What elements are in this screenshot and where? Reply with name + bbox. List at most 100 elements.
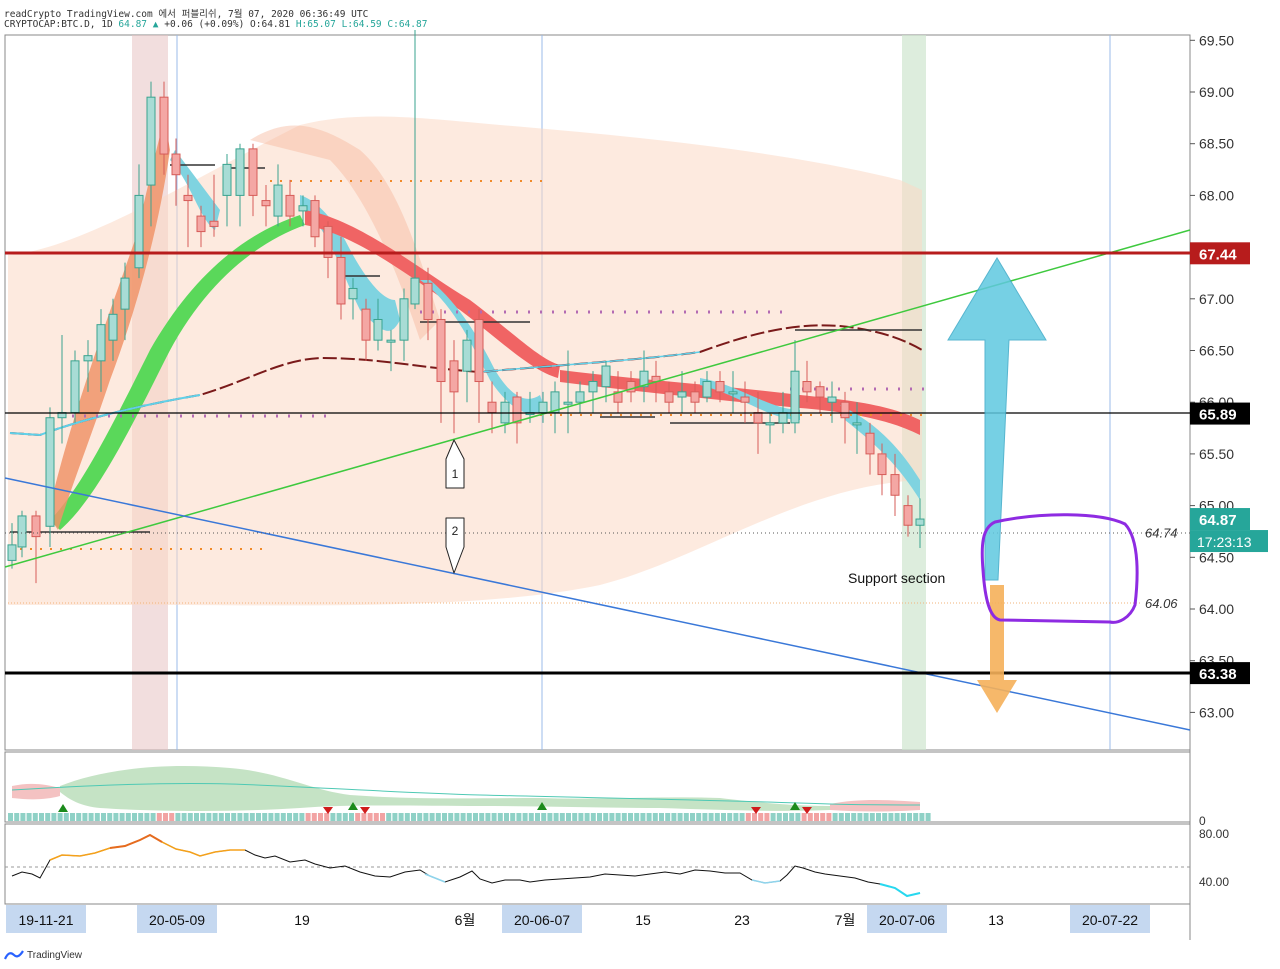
signal-markers (58, 802, 812, 814)
candle (423, 267, 433, 341)
date-axis[interactable]: 19-11-21 20-05-09 19 6월 20-06-07 15 23 7월 20-07-… (6, 905, 1150, 933)
candle (285, 179, 295, 227)
svg-text:15: 15 (635, 912, 651, 928)
svg-text:67.44: 67.44 (1199, 246, 1237, 263)
candle (348, 278, 358, 320)
price-level-label[interactable]: 63.38 (1190, 662, 1250, 685)
candle (17, 510, 27, 558)
callout-1: 1 (445, 439, 465, 489)
date-label[interactable]: 13 (988, 912, 1004, 928)
price-tick-label: 67.00 (1199, 291, 1234, 307)
date-label[interactable]: 6월 (455, 912, 476, 928)
cyan-ma-band-1 (170, 150, 220, 230)
candle (827, 381, 837, 423)
tradingview-brand[interactable]: TradingView (4, 949, 82, 961)
candle (235, 143, 245, 227)
ohlc-high: H:65.07 (295, 19, 336, 30)
date-label[interactable]: 20-06-07 (502, 905, 582, 933)
price-note-label: 64.74 (1145, 525, 1178, 540)
svg-text:20-07-22: 20-07-22 (1082, 912, 1138, 928)
svg-text:17:23:13: 17:23:13 (1197, 534, 1252, 550)
indicator2-tick-40: 40.00 (1199, 875, 1229, 889)
price-note-label: 64.06 (1145, 596, 1178, 611)
candle (664, 381, 674, 413)
indicator-pane-2[interactable] (4, 823, 1191, 905)
candle (512, 391, 522, 444)
candle (852, 402, 862, 454)
date-label[interactable]: 19-11-21 (6, 905, 86, 933)
price-level-label[interactable]: 65.89 (1190, 402, 1250, 425)
date-label[interactable]: 20-07-06 (867, 905, 947, 933)
red-ma-band (305, 210, 560, 378)
price-axis[interactable]: 69.5069.0068.5068.0067.5067.0066.5066.00… (1145, 32, 1268, 720)
svg-text:20-07-06: 20-07-06 (879, 912, 935, 928)
candle (840, 391, 850, 444)
date-label[interactable]: 20-05-09 (137, 905, 217, 933)
publish-info: readCrypto TradingView.com 에서 퍼블리쉬, 7월 0… (4, 9, 369, 20)
bar-countdown-label: 17:23:13 (1190, 530, 1268, 553)
down-arrow-shape (977, 585, 1017, 713)
brand-label: TradingView (27, 949, 83, 961)
candle (715, 371, 725, 403)
ohlc-close: C:64.87 (387, 19, 428, 30)
svg-text:13: 13 (988, 912, 1004, 928)
indicator1-signal-line (11, 782, 921, 806)
candle (209, 174, 219, 237)
candle (159, 81, 169, 175)
svg-text:19: 19 (294, 912, 310, 928)
candle (790, 340, 800, 434)
upper-cloud-band (250, 125, 440, 340)
candle (449, 340, 459, 434)
date-label[interactable]: 15 (635, 912, 651, 928)
candle (865, 422, 875, 475)
candle (728, 371, 738, 413)
candle (222, 154, 232, 227)
red-ma-band-2 (560, 370, 920, 435)
date-label[interactable]: 20-07-22 (1070, 905, 1150, 933)
svg-text:7월: 7월 (835, 912, 856, 928)
candle (196, 205, 206, 248)
price-tick-label: 69.50 (1199, 32, 1234, 48)
tradingview-logo-icon (4, 950, 24, 960)
candle (639, 350, 649, 403)
candle (903, 495, 913, 537)
candle (70, 350, 80, 423)
cyan-ma-band-4 (700, 378, 800, 420)
price-level-label[interactable]: 67.44 (1190, 242, 1250, 265)
cyan-ma-band-5 (840, 405, 920, 500)
up-arrow-shape (947, 257, 1047, 581)
svg-text:63.38: 63.38 (1199, 666, 1237, 683)
candle (588, 371, 598, 413)
candle (108, 298, 118, 361)
candle (462, 329, 472, 403)
publish-header: readCrypto TradingView.com 에서 퍼블리쉬, 7월 0… (4, 6, 368, 20)
candle (410, 29, 420, 310)
candle (171, 138, 181, 206)
support-section-box[interactable] (980, 513, 1139, 624)
candle (890, 453, 900, 516)
current-price-label[interactable]: 64.87 (1190, 508, 1250, 531)
candle (702, 371, 712, 403)
candle (690, 381, 700, 413)
candle (310, 195, 320, 248)
candle (273, 164, 283, 227)
candle (399, 288, 409, 361)
candle (815, 381, 825, 413)
callout-1-label: 1 (452, 467, 459, 481)
date-label[interactable]: 7월 (835, 912, 856, 928)
date-label[interactable]: 23 (734, 912, 750, 928)
callout-2: 2 (445, 517, 465, 574)
svg-text:64.87: 64.87 (1199, 512, 1237, 529)
symbol-header: CRYPTOCAP:BTC.D, 1D 64.87 ▲ +0.06 (+0.09… (4, 19, 427, 30)
svg-text:6월: 6월 (455, 912, 476, 928)
last-price: 64.87 (118, 19, 148, 30)
ohlc-open: O:64.81 (250, 19, 291, 30)
support-section-label: Support section (848, 570, 945, 586)
date-label[interactable]: 19 (294, 912, 310, 928)
candle (7, 523, 17, 569)
svg-text:65.89: 65.89 (1199, 407, 1237, 424)
candle (146, 81, 156, 227)
indicator1-zero-label: 0 (1199, 814, 1206, 828)
candle (261, 185, 271, 227)
